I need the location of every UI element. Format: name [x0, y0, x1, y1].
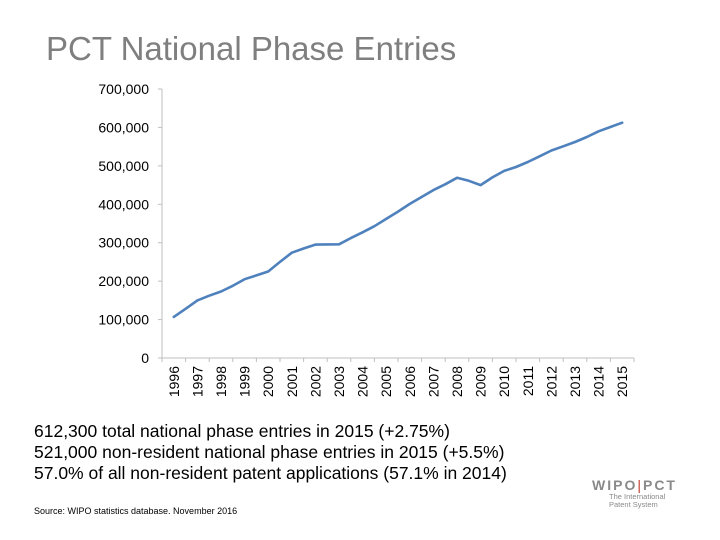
- x-tick-label: 2005: [378, 366, 394, 397]
- x-tick-label: 1997: [189, 366, 205, 397]
- logo-subtitle-1: The International: [609, 492, 666, 501]
- logo-separator: |: [637, 477, 643, 493]
- logo-wipo: WIPO: [592, 477, 638, 493]
- y-tick-label: 600,000: [98, 119, 149, 135]
- x-tick-label: 2010: [496, 366, 512, 397]
- y-tick-label: 200,000: [98, 273, 149, 289]
- y-tick-label: 0: [141, 350, 149, 366]
- x-tick-label: 2001: [284, 366, 300, 397]
- x-tick-labels: 1996 1997 1998 1999 2000 2001 2002 2003 2004 2005…: [161, 358, 635, 397]
- wipo-pct-logo: WIPO|PCT The International Patent System: [592, 477, 702, 509]
- x-tick-label: 2003: [331, 366, 347, 397]
- source-note: Source: WIPO statistics database. Novemb…: [34, 506, 238, 516]
- x-tick-label: 2009: [473, 366, 489, 397]
- y-tick-label: 500,000: [98, 158, 149, 174]
- chart-axes: [161, 89, 634, 359]
- series-line-0: [172, 121, 624, 319]
- chart-series: [172, 121, 624, 319]
- y-tick-labels: 0 100,000 200,000 300,000 400,000 500,000 600,…: [98, 81, 162, 366]
- x-tick-label: 2008: [449, 366, 465, 397]
- x-tick-label: 2013: [567, 366, 583, 397]
- x-tick-label: 1999: [237, 366, 253, 397]
- x-tick-label: 1998: [213, 366, 229, 397]
- y-tick-label: 400,000: [98, 196, 149, 212]
- x-tick-label: 2012: [543, 366, 559, 397]
- summary-stats: 612,300 total national phase entries in …: [34, 421, 507, 484]
- slide-title: PCT National Phase Entries: [46, 30, 457, 67]
- stat-non-resident-entries: 521,000 non-resident national phase entr…: [34, 442, 505, 462]
- x-tick-label: 1996: [166, 366, 182, 397]
- y-tick-label: 700,000: [98, 81, 149, 97]
- logo-pct: PCT: [642, 477, 677, 493]
- x-tick-label: 2002: [307, 366, 323, 397]
- x-tick-label: 2007: [425, 366, 441, 397]
- logo-subtitle-2: Patent System: [609, 500, 658, 509]
- x-tick-label: 2004: [355, 366, 371, 397]
- y-tick-label: 300,000: [98, 235, 149, 251]
- y-tick-label: 100,000: [98, 312, 149, 328]
- line-chart: 0 100,000 200,000 300,000 400,000 500,000 600,…: [98, 81, 635, 397]
- x-tick-label: 2011: [520, 366, 536, 396]
- x-tick-label: 2000: [260, 366, 276, 397]
- logo-wordmark: WIPO|PCT: [592, 477, 702, 493]
- x-tick-label: 2014: [591, 366, 607, 397]
- x-tick-label: 2006: [402, 366, 418, 397]
- x-tick-label: 2015: [614, 366, 630, 397]
- stat-share-non-resident: 57.0% of all non-resident patent applica…: [34, 463, 507, 483]
- stat-total-entries: 612,300 total national phase entries in …: [34, 421, 450, 441]
